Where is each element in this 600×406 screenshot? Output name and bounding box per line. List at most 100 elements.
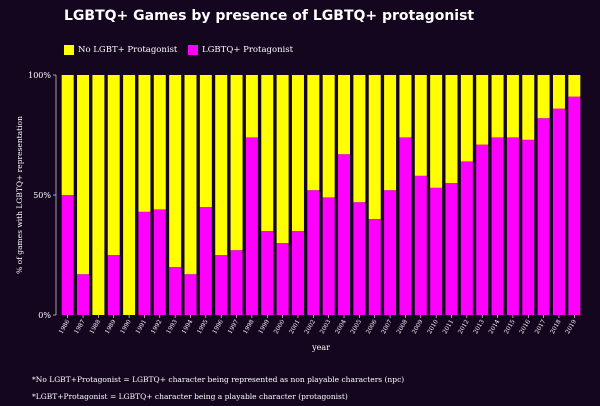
bar-lgbtq-protagonist — [506, 137, 519, 315]
bar-no-lgbt-protagonist — [384, 75, 397, 191]
x-tick-label: 1996 — [211, 318, 225, 335]
bar-lgbtq-protagonist — [522, 139, 535, 315]
bar-no-lgbt-protagonist — [399, 75, 412, 138]
bar-no-lgbt-protagonist — [307, 75, 320, 191]
footnote-npc: *No LGBT+Protagonist = LGBTQ+ character … — [32, 375, 405, 384]
x-axis-label: year — [311, 343, 330, 352]
chart-title: LGBTQ+ Games by presence of LGBTQ+ prota… — [64, 8, 475, 24]
x-tick-label: 2009 — [411, 318, 425, 335]
bar-no-lgbt-protagonist — [107, 75, 120, 255]
x-tick-label: 1999 — [257, 318, 271, 335]
footnote-protagonist: *LGBT+Protagonist = LGBTQ+ character bei… — [32, 392, 348, 401]
bar-no-lgbt-protagonist — [77, 75, 90, 275]
x-tick-label: 1989 — [104, 318, 118, 335]
bar-no-lgbt-protagonist — [537, 75, 550, 119]
bar-no-lgbt-protagonist — [414, 75, 427, 176]
x-tick-label: 2004 — [334, 318, 348, 335]
bar-lgbtq-protagonist — [261, 231, 274, 315]
bar-lgbtq-protagonist — [552, 108, 565, 315]
bar-lgbtq-protagonist — [215, 255, 228, 315]
bar-lgbtq-protagonist — [61, 195, 74, 315]
x-tick-label: 2012 — [457, 318, 471, 335]
bar-lgbtq-protagonist — [307, 190, 320, 315]
x-tick-label: 2018 — [549, 318, 563, 335]
legend-swatch-no-protagonist — [64, 45, 74, 55]
bar-lgbtq-protagonist — [445, 183, 458, 315]
bar-no-lgbt-protagonist — [430, 75, 443, 188]
bar-lgbtq-protagonist — [230, 250, 243, 315]
bar-no-lgbt-protagonist — [169, 75, 182, 267]
bar-lgbtq-protagonist — [169, 267, 182, 315]
bar-no-lgbt-protagonist — [230, 75, 243, 251]
x-tick-label: 2011 — [442, 319, 456, 336]
bar-lgbtq-protagonist — [245, 137, 258, 315]
legend-swatch-protagonist — [188, 45, 198, 55]
x-tick-label: 1987 — [73, 318, 87, 335]
bar-lgbtq-protagonist — [199, 207, 212, 315]
bar-lgbtq-protagonist — [276, 243, 289, 315]
bar-no-lgbt-protagonist — [491, 75, 504, 138]
bar-no-lgbt-protagonist — [445, 75, 458, 183]
x-tick-label: 2014 — [488, 318, 502, 335]
bar-lgbtq-protagonist — [460, 161, 473, 315]
bar-no-lgbt-protagonist — [506, 75, 519, 138]
x-tick-label: 1993 — [165, 318, 179, 335]
bar-lgbtq-protagonist — [491, 137, 504, 315]
x-tick-label: 2008 — [395, 318, 409, 335]
bar-no-lgbt-protagonist — [261, 75, 274, 231]
x-tick-label: 2006 — [365, 318, 379, 335]
bar-no-lgbt-protagonist — [61, 75, 74, 195]
bar-no-lgbt-protagonist — [368, 75, 381, 219]
x-tick-label: 2010 — [426, 318, 440, 335]
bar-lgbtq-protagonist — [368, 219, 381, 315]
bar-no-lgbt-protagonist — [199, 75, 212, 207]
bar-no-lgbt-protagonist — [568, 75, 581, 97]
x-tick-label: 2013 — [472, 318, 486, 335]
y-axis-label: % of games with LGBTQ+ representation — [15, 116, 24, 274]
bar-lgbtq-protagonist — [153, 209, 166, 315]
bar-lgbtq-protagonist — [384, 190, 397, 315]
bar-no-lgbt-protagonist — [215, 75, 228, 255]
bar-no-lgbt-protagonist — [92, 75, 105, 315]
x-tick-label: 2001 — [288, 319, 302, 336]
bar-no-lgbt-protagonist — [291, 75, 304, 231]
bar-no-lgbt-protagonist — [338, 75, 351, 155]
bar-lgbtq-protagonist — [322, 197, 335, 315]
bar-no-lgbt-protagonist — [245, 75, 258, 138]
x-tick-label: 2002 — [303, 318, 317, 335]
legend-label-protagonist: LGBTQ+ Protagonist — [202, 45, 294, 55]
x-tick-label: 2005 — [349, 318, 363, 335]
bar-lgbtq-protagonist — [107, 255, 120, 315]
x-tick-label: 1988 — [88, 318, 102, 335]
y-tick-label: 50% — [33, 191, 51, 200]
y-tick-label: 100% — [28, 71, 51, 80]
bar-lgbtq-protagonist — [184, 274, 197, 315]
bar-no-lgbt-protagonist — [476, 75, 489, 145]
x-tick-label: 2015 — [503, 318, 517, 335]
bar-no-lgbt-protagonist — [123, 75, 136, 315]
x-tick-label: 1990 — [119, 318, 133, 335]
bar-no-lgbt-protagonist — [184, 75, 197, 275]
bar-lgbtq-protagonist — [353, 202, 366, 315]
x-tick-label: 1992 — [150, 318, 164, 335]
bar-no-lgbt-protagonist — [153, 75, 166, 210]
x-tick-label: 2017 — [534, 318, 548, 335]
x-tick-label: 2000 — [273, 318, 287, 335]
bar-no-lgbt-protagonist — [460, 75, 473, 162]
x-tick-label: 2016 — [518, 318, 532, 335]
x-tick-label: 1995 — [196, 318, 210, 335]
x-tick-label: 2003 — [319, 318, 333, 335]
bar-lgbtq-protagonist — [537, 118, 550, 315]
bar-lgbtq-protagonist — [430, 187, 443, 315]
x-tick-label: 1997 — [227, 318, 241, 335]
bar-lgbtq-protagonist — [138, 211, 151, 315]
bar-no-lgbt-protagonist — [322, 75, 335, 198]
bar-no-lgbt-protagonist — [552, 75, 565, 109]
bar-lgbtq-protagonist — [338, 154, 351, 315]
bar-lgbtq-protagonist — [414, 175, 427, 315]
x-tick-label: 1998 — [242, 318, 256, 335]
bar-lgbtq-protagonist — [291, 231, 304, 315]
bar-lgbtq-protagonist — [77, 274, 90, 315]
